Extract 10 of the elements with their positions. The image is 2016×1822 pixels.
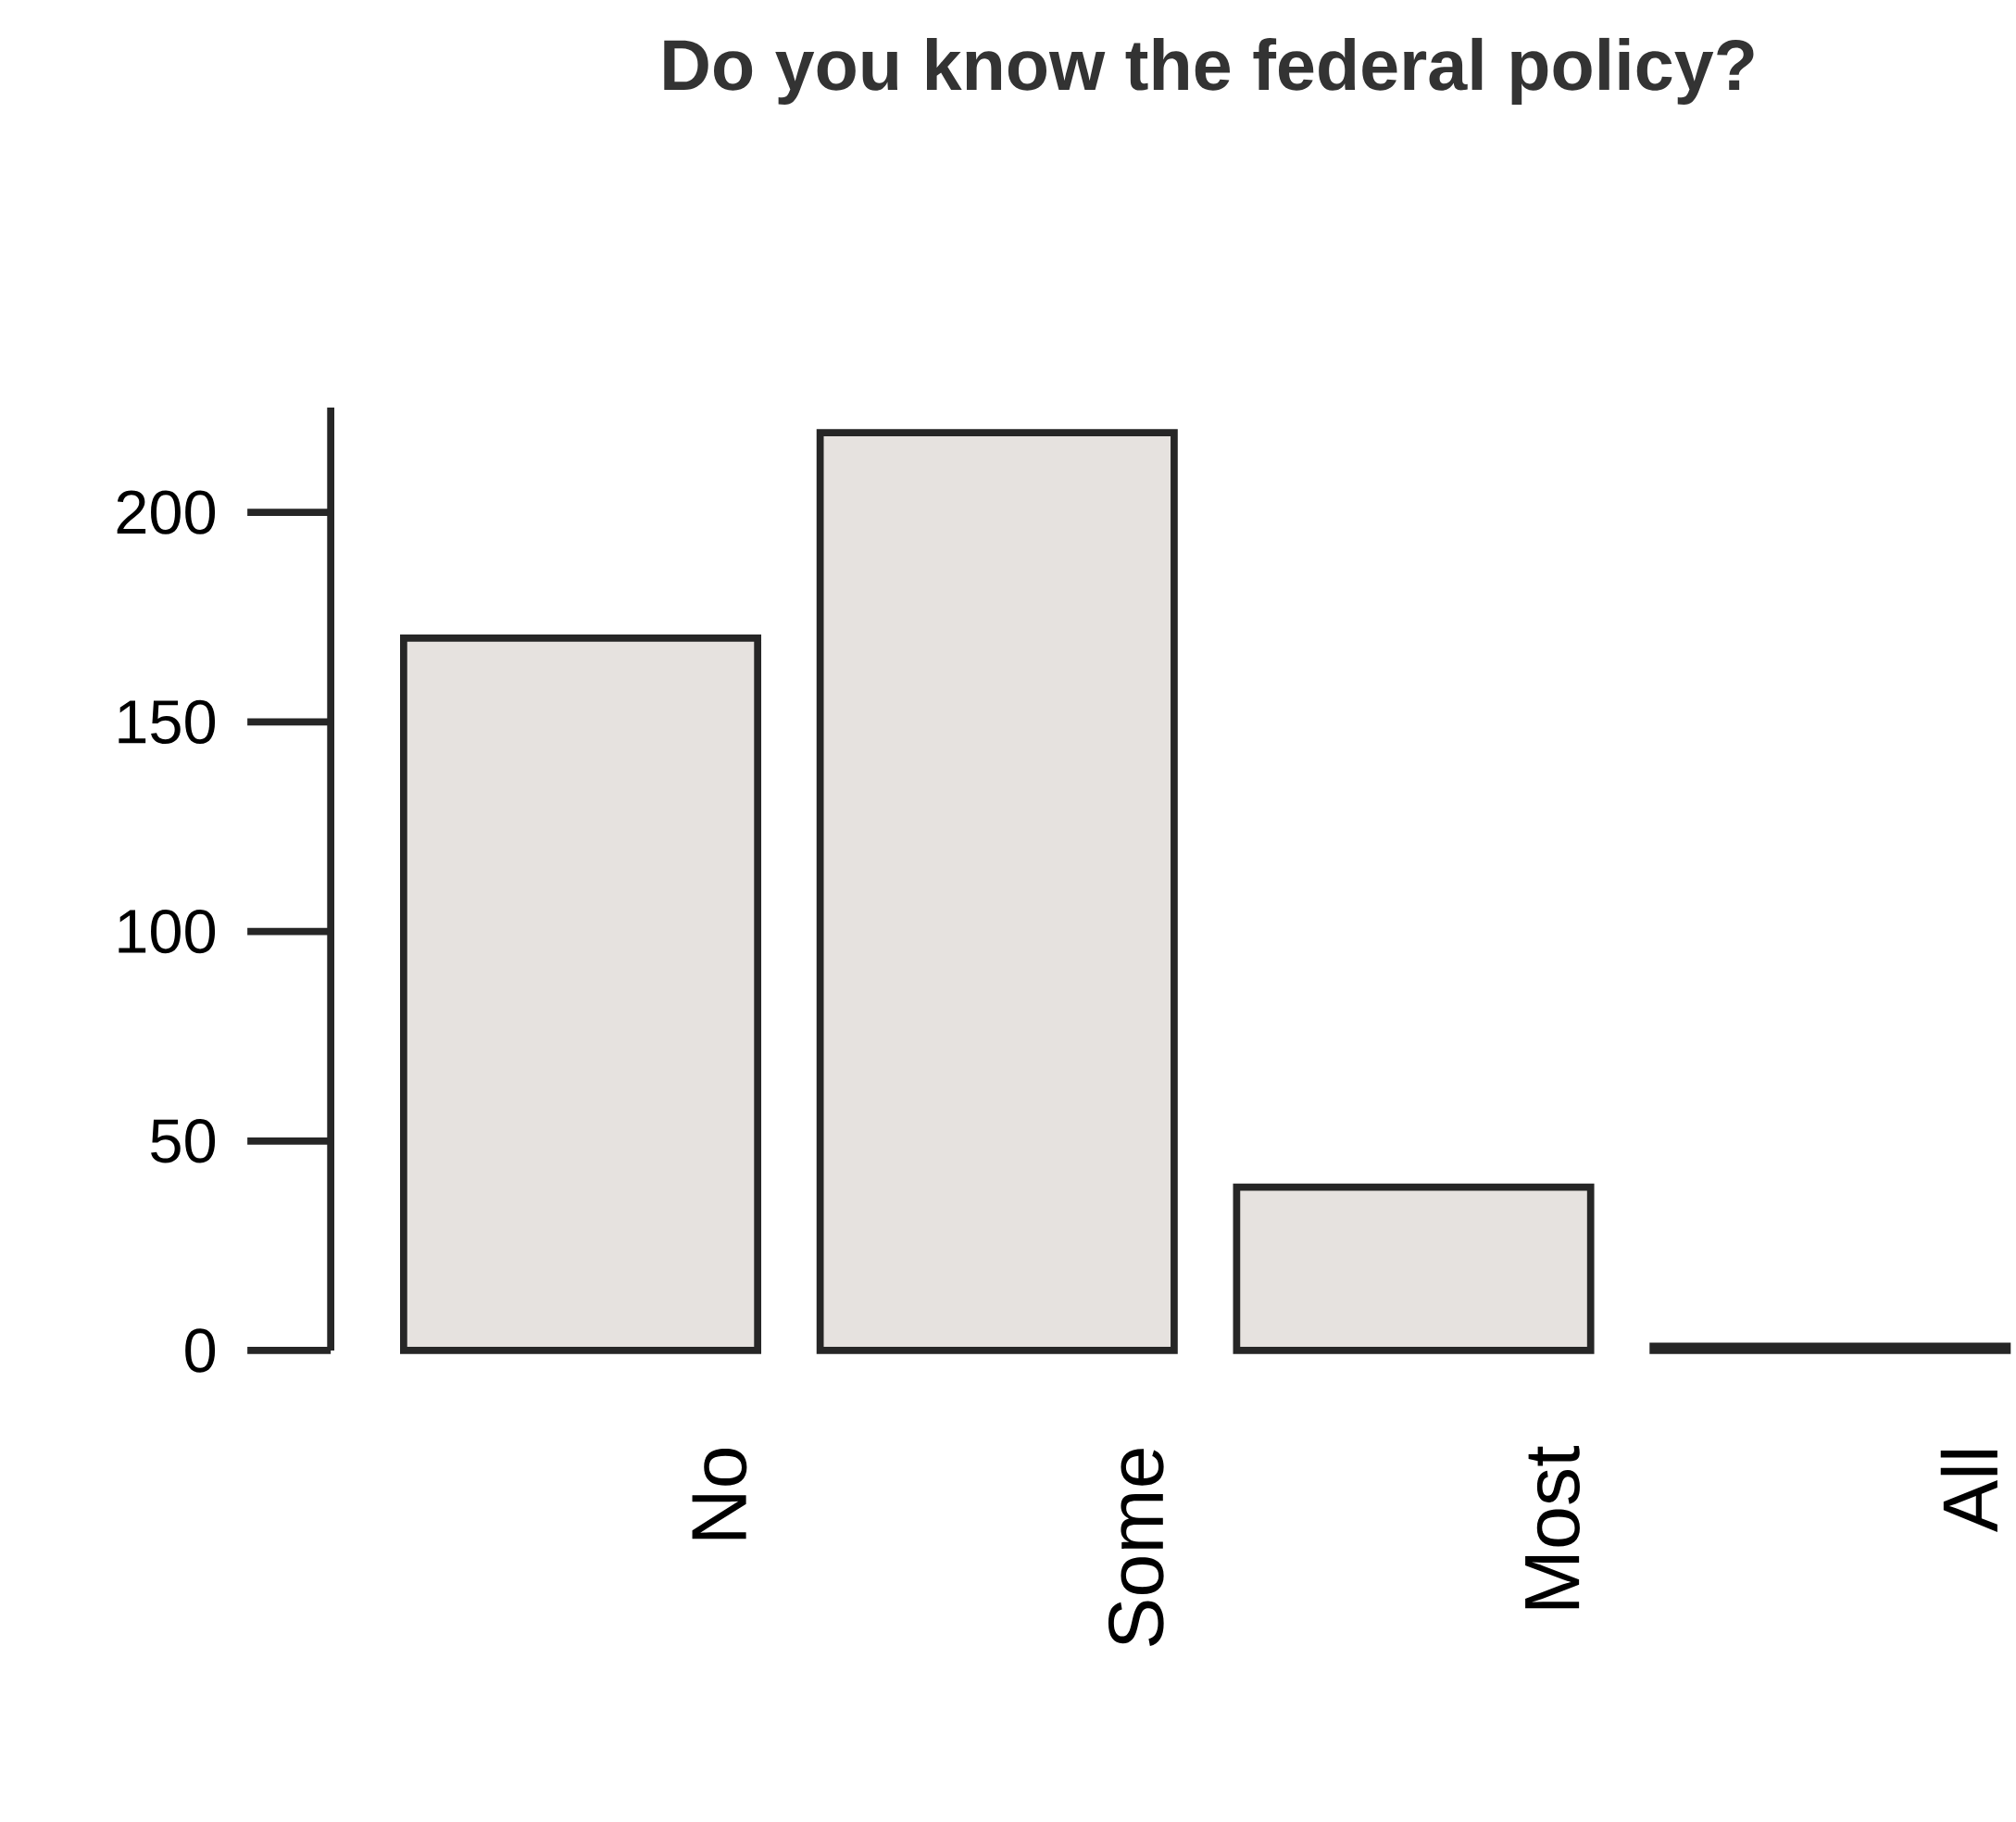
y-tick-label: 150	[119, 699, 216, 744]
x-tick-label: Some	[1108, 1449, 1164, 1646]
y-tick-label: 200	[117, 490, 216, 534]
y-tick-label: 50	[151, 1119, 216, 1163]
chart-title: Do you know the federal policy?	[664, 37, 1754, 105]
x-tick-label: All	[1940, 1451, 1997, 1532]
y-tick-label: 0	[185, 1328, 216, 1373]
x-tick-label: No	[692, 1448, 747, 1539]
y-tick-label: 100	[119, 909, 216, 954]
x-tick-label: Most	[1525, 1446, 1580, 1609]
